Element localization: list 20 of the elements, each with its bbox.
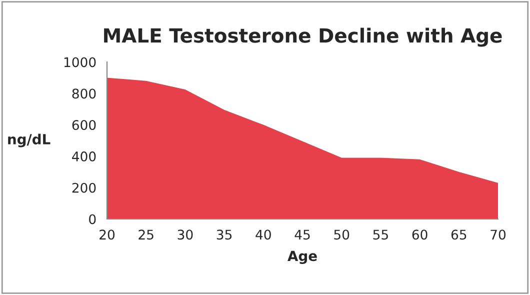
y-tick-label: 600 <box>72 120 96 130</box>
x-tick-label: 25 <box>138 230 154 240</box>
y-axis-title: ng/dL <box>8 134 50 148</box>
x-tick-label: 30 <box>178 230 193 240</box>
chart-title: MALE Testosterone Decline with Age <box>104 28 502 47</box>
x-tick-label: 55 <box>373 230 388 240</box>
x-tick-label: 45 <box>294 230 310 240</box>
x-tick-label: 20 <box>100 230 115 240</box>
x-tick-label: 60 <box>412 230 428 240</box>
x-tick-label: 50 <box>334 230 350 240</box>
y-tick-label: 400 <box>72 151 96 162</box>
x-tick-label: 65 <box>451 230 466 240</box>
y-tick-label: 1000 <box>64 57 96 68</box>
y-tick-label: 0 <box>89 214 96 224</box>
y-tick-label: 800 <box>72 88 96 99</box>
y-tick-label: 200 <box>72 182 96 193</box>
x-tick-label: 40 <box>256 230 271 240</box>
x-tick-label: 35 <box>216 230 232 240</box>
x-axis-title: Age <box>288 250 317 264</box>
x-tick-label: 70 <box>490 230 506 240</box>
